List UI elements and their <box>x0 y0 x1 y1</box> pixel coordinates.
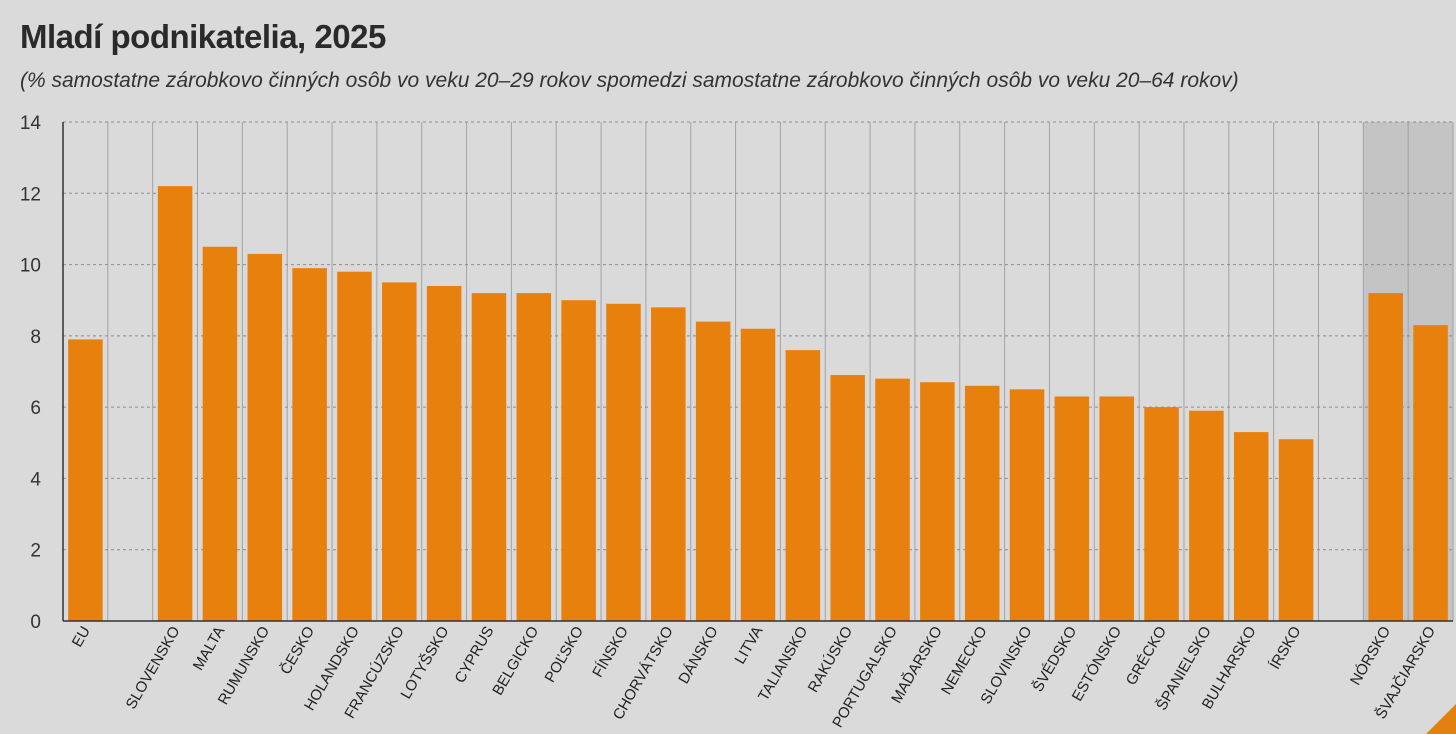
bar-slovinsko <box>1009 389 1045 621</box>
bar-rumunsko <box>247 253 283 621</box>
bar-írsko <box>1278 439 1314 621</box>
bar-malta <box>202 246 238 621</box>
x-tick-label: GRÉCKO <box>1123 624 1170 689</box>
corner-logo-mark <box>1426 704 1456 734</box>
bar-poľsko <box>561 300 596 621</box>
x-tick-label: RAKÚSKO <box>805 624 856 696</box>
x-tick-label: CYPRUS <box>451 624 497 687</box>
y-tick-label: 14 <box>20 113 42 134</box>
bar-grécko <box>1144 407 1179 621</box>
bar-fínsko <box>606 303 641 621</box>
x-tick-label: ČESKO <box>277 624 318 678</box>
chart-title: Mladí podnikatelia, 2025 <box>20 18 386 55</box>
x-tick-label: MALTA <box>190 624 229 674</box>
x-tick-label: POĽSKO <box>542 624 588 686</box>
x-tick-label: DÁNSKO <box>675 624 721 687</box>
bar-španielsko <box>1189 410 1224 621</box>
x-tick-label: ŠVÉDSKO <box>1029 624 1080 695</box>
x-tick-label: LITVA <box>731 624 766 668</box>
x-tick-label: ÍRSKO <box>1266 624 1304 673</box>
x-tick-label: EU <box>69 624 94 651</box>
x-tick-label: SLOVENSKO <box>123 624 184 713</box>
bar-taliansko <box>785 350 821 621</box>
x-tick-label: NEMECKO <box>938 624 991 698</box>
bar-holandsko <box>337 271 372 621</box>
x-tick-label: NÓRSKO <box>1347 624 1394 689</box>
y-tick-label: 12 <box>20 184 41 205</box>
bar-slovensko <box>157 186 193 621</box>
y-tick-label: 4 <box>30 469 41 490</box>
bar-švajčiarsko <box>1413 325 1448 621</box>
bar-chorvátsko <box>651 307 686 621</box>
bar-dánsko <box>695 321 731 621</box>
y-tick-label: 6 <box>30 398 41 419</box>
bar-litva <box>740 328 776 621</box>
bar-rakúsko <box>830 375 865 621</box>
y-tick-label: 10 <box>20 256 41 277</box>
bar-portugalsko <box>875 378 910 621</box>
x-tick-label: FÍNSKO <box>589 624 632 681</box>
bar-francúzsko <box>382 282 417 621</box>
chart-subtitle: (% samostatne zárobkovo činných osôb vo … <box>20 69 1239 92</box>
bar-švédsko <box>1054 396 1090 621</box>
bar-cyprus <box>471 293 507 621</box>
bar-eu <box>68 339 103 621</box>
bar-bulharsko <box>1233 432 1269 621</box>
bar-estónsko <box>1099 396 1134 621</box>
y-tick-label: 0 <box>30 612 41 633</box>
bar-maďarsko <box>920 382 955 621</box>
bar-belgicko <box>516 293 552 621</box>
bar-nemecko <box>964 385 1000 621</box>
x-tick-label: BELGICKO <box>489 624 542 699</box>
y-tick-label: 2 <box>30 541 41 562</box>
bar-česko <box>292 268 327 621</box>
bar-nórsko <box>1368 293 1404 621</box>
bar-lotyšsko <box>426 285 462 621</box>
y-tick-label: 8 <box>30 327 41 348</box>
